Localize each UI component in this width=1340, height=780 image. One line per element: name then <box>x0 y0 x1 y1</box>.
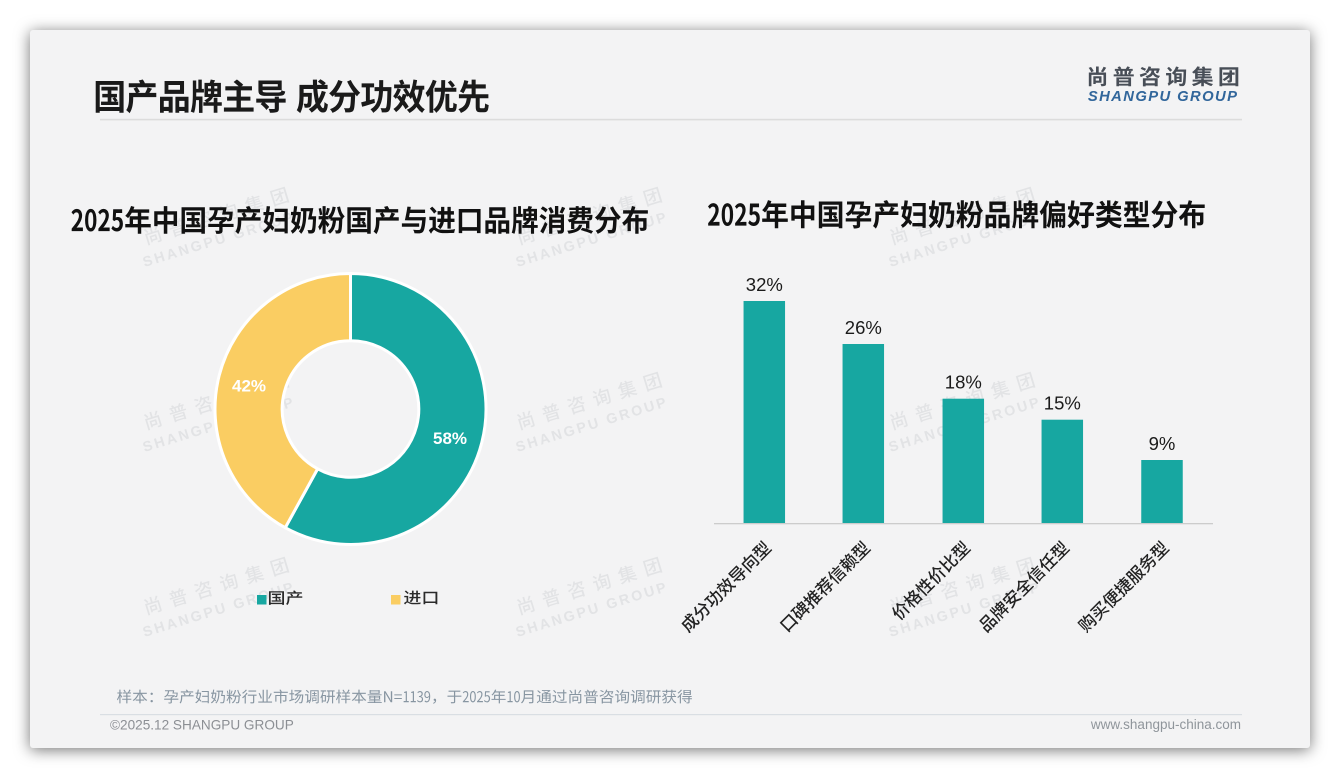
svg-text:58%: 58% <box>433 429 467 448</box>
svg-text:9%: 9% <box>1149 433 1176 454</box>
svg-text:42%: 42% <box>232 377 266 396</box>
svg-text:www.shangpu-china.com: www.shangpu-china.com <box>1090 717 1241 732</box>
svg-text:26%: 26% <box>845 317 882 338</box>
svg-text:18%: 18% <box>945 372 982 393</box>
svg-text:32%: 32% <box>746 274 783 295</box>
svg-text:©2025.12 SHANGPU GROUP: ©2025.12 SHANGPU GROUP <box>110 718 294 733</box>
svg-text:SHANGPU GROUP: SHANGPU GROUP <box>1088 89 1239 105</box>
svg-text:15%: 15% <box>1044 393 1081 414</box>
